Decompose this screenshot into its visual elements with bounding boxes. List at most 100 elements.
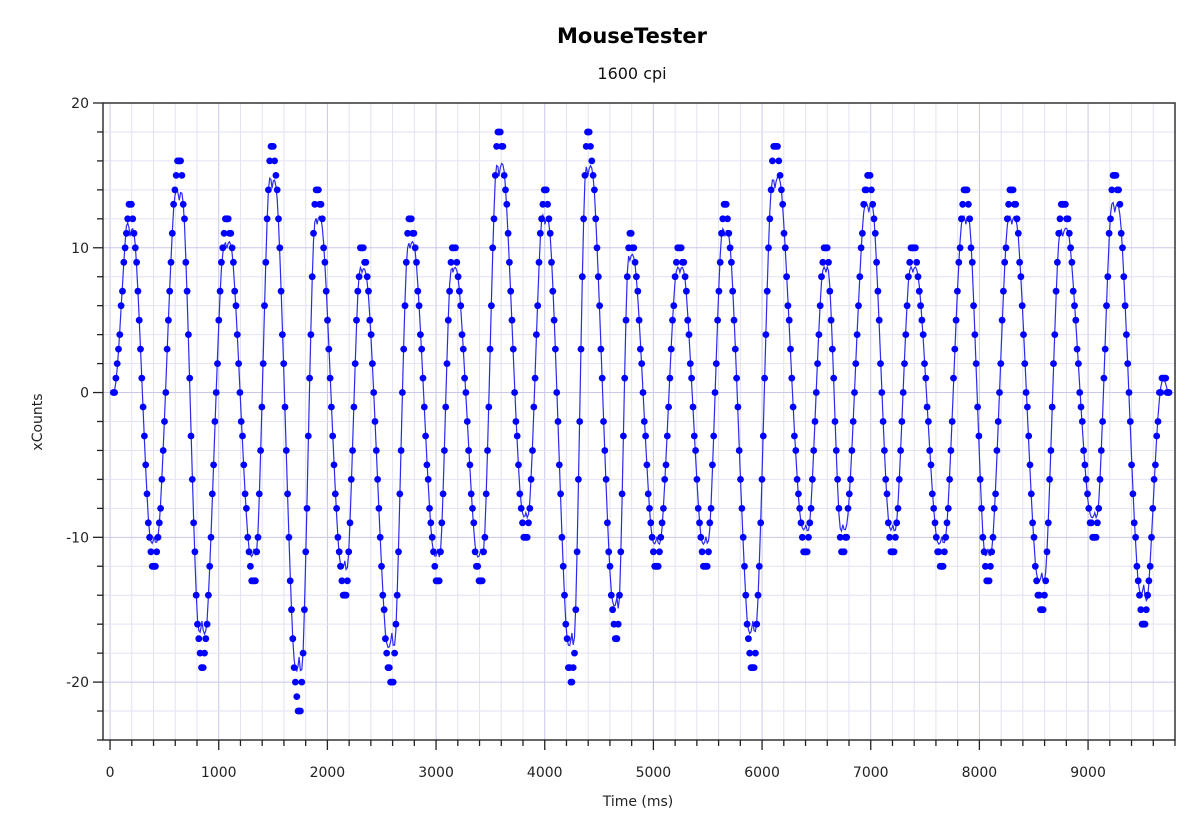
- data-point: [613, 635, 621, 643]
- data-point: [689, 403, 697, 411]
- data-point: [874, 287, 882, 295]
- data-point: [848, 447, 856, 454]
- data-point: [459, 345, 467, 353]
- data-point: [1030, 533, 1038, 541]
- data-point: [535, 258, 543, 266]
- data-point: [728, 258, 735, 266]
- data-point: [333, 505, 340, 512]
- data-point: [596, 302, 603, 310]
- data-point: [993, 447, 1001, 454]
- data-point: [870, 215, 878, 223]
- data-point: [650, 548, 657, 556]
- data-point: [302, 548, 310, 556]
- data-point: [690, 432, 698, 440]
- data-point: [303, 505, 311, 512]
- data-point: [155, 519, 163, 527]
- data-point: [792, 447, 800, 454]
- data-point: [919, 331, 927, 338]
- data-point: [569, 664, 577, 671]
- x-tick-label: 0: [106, 765, 115, 781]
- data-point: [199, 664, 207, 671]
- data-point: [568, 678, 576, 686]
- data-point: [866, 172, 874, 179]
- data-point: [285, 533, 293, 541]
- data-point: [244, 533, 252, 541]
- data-point: [220, 229, 228, 237]
- data-point: [480, 548, 487, 556]
- data-point: [400, 345, 408, 353]
- x-tick-label: 1000: [201, 765, 237, 781]
- series-line: [112, 162, 1170, 673]
- data-point: [834, 476, 841, 483]
- data-point: [137, 345, 144, 353]
- data-point: [124, 215, 132, 223]
- data-point: [778, 186, 785, 194]
- data-point: [281, 403, 289, 411]
- data-point: [725, 229, 733, 237]
- data-point: [130, 229, 138, 237]
- data-point: [1099, 418, 1106, 425]
- data-point: [589, 172, 597, 179]
- data-point: [513, 432, 521, 440]
- data-point: [669, 316, 676, 324]
- data-point: [546, 229, 554, 237]
- data-point: [171, 186, 179, 194]
- data-point: [1115, 186, 1122, 194]
- data-point: [240, 461, 248, 469]
- data-point: [509, 345, 517, 353]
- data-point: [931, 519, 939, 527]
- data-point: [729, 287, 737, 295]
- data-point: [227, 229, 235, 237]
- data-point: [685, 331, 693, 338]
- data-point: [393, 591, 401, 599]
- data-point: [734, 403, 742, 411]
- data-point: [237, 418, 245, 425]
- data-point: [738, 505, 746, 512]
- data-point: [372, 447, 380, 454]
- data-point: [709, 461, 716, 469]
- data-point: [968, 258, 976, 266]
- data-point: [726, 244, 734, 252]
- data-point: [903, 302, 911, 310]
- data-point: [818, 273, 825, 281]
- data-point: [152, 562, 159, 570]
- data-point: [1056, 215, 1064, 223]
- data-point: [519, 519, 526, 527]
- data-point: [730, 316, 738, 324]
- data-point: [208, 490, 216, 498]
- data-point: [192, 591, 200, 599]
- data-point: [757, 519, 765, 527]
- data-point: [692, 447, 699, 454]
- data-point: [517, 505, 525, 512]
- data-point: [247, 562, 254, 570]
- data-point: [657, 533, 665, 541]
- y-tick-label: -20: [66, 675, 89, 691]
- data-point: [928, 490, 936, 498]
- data-point: [1108, 186, 1116, 194]
- data-point: [989, 533, 997, 541]
- data-point: [470, 519, 478, 527]
- data-point: [127, 200, 135, 208]
- data-point: [712, 360, 720, 367]
- data-point: [347, 476, 355, 483]
- data-point: [714, 316, 721, 324]
- data-point: [835, 505, 843, 512]
- data-point: [338, 577, 346, 585]
- data-point: [545, 215, 553, 223]
- data-point: [181, 215, 188, 223]
- data-point: [990, 505, 998, 512]
- data-point: [1162, 374, 1170, 382]
- data-point: [869, 200, 877, 208]
- data-point: [515, 461, 522, 469]
- data-point: [1067, 244, 1074, 252]
- data-point: [255, 490, 263, 498]
- data-point: [179, 200, 187, 208]
- data-point: [840, 548, 848, 556]
- data-point: [623, 273, 631, 281]
- data-point: [146, 533, 154, 541]
- data-point: [830, 374, 838, 382]
- data-point: [571, 649, 578, 657]
- data-point: [351, 360, 359, 367]
- data-point: [168, 229, 176, 237]
- data-point: [643, 461, 651, 469]
